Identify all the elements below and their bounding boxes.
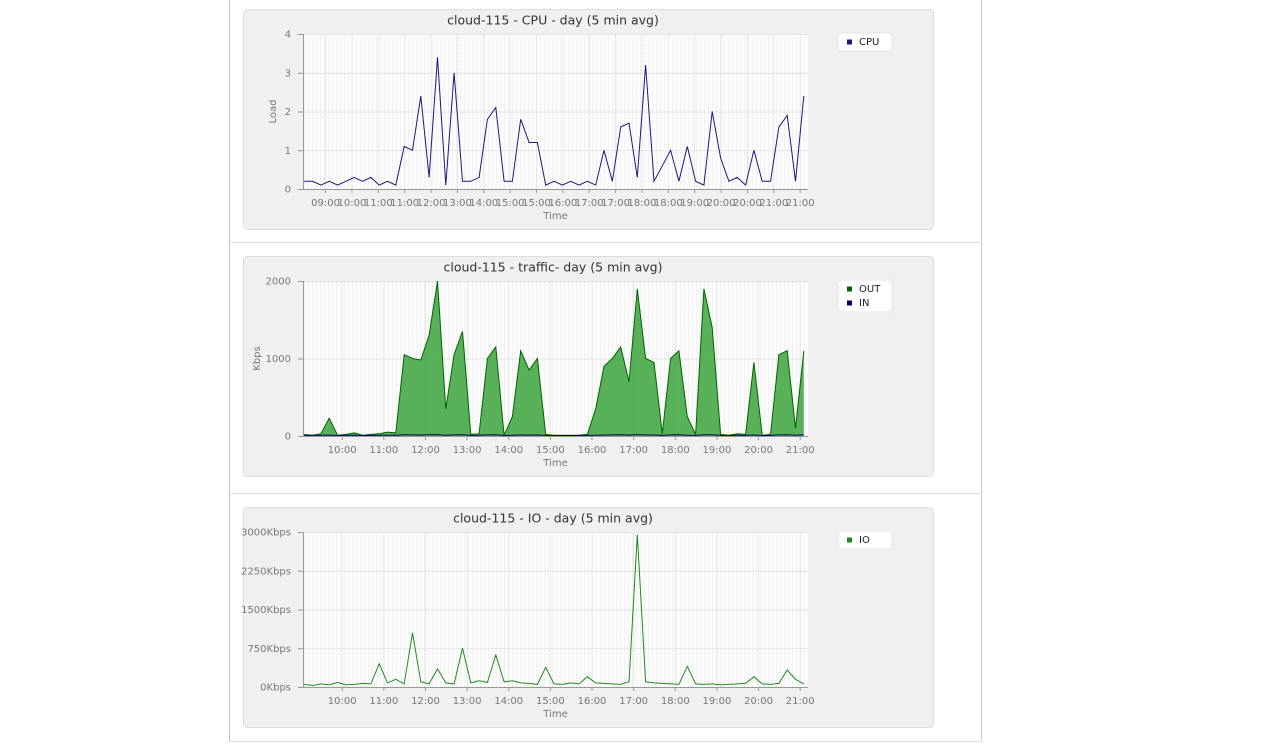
x-tick-label: 14:00 (494, 445, 523, 456)
x-tick-label: 20:00 (733, 198, 762, 209)
legend-swatch (847, 286, 852, 292)
x-tick-label: 17:00 (619, 696, 648, 707)
y-tick-label: 3000Kbps (241, 528, 291, 539)
x-tick-label: 10:00 (328, 696, 357, 707)
x-tick-label: 21:00 (786, 696, 815, 707)
chart-title: cloud-115 - traffic- day (5 min avg) (443, 260, 662, 275)
x-tick-label: 13:00 (453, 696, 482, 707)
x-tick-label: 11:00 (390, 198, 419, 209)
legend-label: CPU (859, 37, 879, 48)
x-tick-label: 14:00 (469, 198, 498, 209)
x-tick-label: 13:00 (453, 445, 482, 456)
x-axis-label: Time (542, 709, 567, 720)
legend-label: IN (859, 298, 869, 309)
y-tick-label: 0 (285, 185, 291, 196)
x-tick-label: 21:00 (786, 198, 815, 209)
x-tick-label: 19:00 (702, 696, 731, 707)
x-tick-label: 15:00 (536, 445, 565, 456)
area-fill (304, 281, 804, 436)
x-tick-label: 12:00 (411, 445, 440, 456)
x-tick-label: 13:00 (443, 198, 472, 209)
y-tick-label: 1500Kbps (241, 605, 291, 616)
x-tick-label: 14:00 (494, 696, 523, 707)
x-tick-label: 18:00 (661, 696, 690, 707)
legend-box (837, 530, 893, 550)
x-tick-label: 16:00 (548, 198, 577, 209)
x-tick-label: 10:00 (328, 445, 357, 456)
x-tick-label: 21:00 (786, 445, 815, 456)
x-tick-label: 15:00 (522, 198, 551, 209)
y-tick-label: 2250Kbps (241, 566, 291, 577)
y-tick-label: 2000 (266, 277, 291, 288)
x-tick-label: 18:00 (661, 445, 690, 456)
y-tick-label: 0 (285, 432, 291, 443)
line (304, 434, 804, 437)
legend-swatch (847, 300, 852, 306)
y-tick-label: 3 (285, 68, 291, 79)
line (304, 57, 805, 187)
legend-swatch (847, 537, 852, 543)
x-axis-label: Time (542, 458, 567, 469)
x-tick-label: 12:00 (411, 696, 440, 707)
x-tick-label: 16:00 (578, 696, 607, 707)
x-tick-label: 20:00 (707, 198, 736, 209)
x-tick-label: 18:00 (628, 198, 657, 209)
chart-title: cloud-115 - IO - day (5 min avg) (453, 511, 653, 526)
x-tick-label: 19:00 (702, 445, 731, 456)
x-tick-label: 11:00 (369, 445, 398, 456)
x-tick-label: 16:00 (578, 445, 607, 456)
y-tick-label: 4 (285, 30, 291, 41)
x-tick-label: 15:00 (536, 696, 565, 707)
x-tick-label: 11:00 (369, 696, 398, 707)
legend-label: OUT (859, 284, 881, 295)
x-tick-label: 17:00 (575, 198, 604, 209)
y-axis-label: Kbps (252, 346, 263, 370)
y-tick-label: 1000 (266, 354, 291, 365)
x-tick-label: 18:00 (654, 198, 683, 209)
y-tick-label: 0Kbps (260, 683, 291, 694)
legend-swatch (847, 39, 852, 45)
x-tick-label: 20:00 (744, 445, 773, 456)
chart-title: cloud-115 - CPU - day (5 min avg) (447, 13, 659, 28)
x-tick-label: 11:00 (364, 198, 393, 209)
x-tick-label: 19:00 (680, 198, 709, 209)
legend-label: IO (859, 535, 870, 546)
x-tick-label: 17:00 (619, 445, 648, 456)
x-tick-label: 09:00 (311, 198, 340, 209)
x-tick-label: 12:00 (417, 198, 446, 209)
y-tick-label: 750Kbps (247, 644, 291, 655)
y-tick-label: 2 (285, 107, 291, 118)
line (304, 534, 805, 687)
x-axis-label: Time (542, 211, 567, 222)
x-tick-label: 17:00 (601, 198, 630, 209)
y-axis-label: Load (268, 100, 279, 124)
x-tick-label: 10:00 (338, 198, 367, 209)
legend-box (837, 32, 893, 52)
x-tick-label: 15:00 (496, 198, 525, 209)
y-tick-label: 1 (285, 146, 291, 157)
x-tick-label: 20:00 (744, 696, 773, 707)
x-tick-label: 21:00 (759, 198, 788, 209)
